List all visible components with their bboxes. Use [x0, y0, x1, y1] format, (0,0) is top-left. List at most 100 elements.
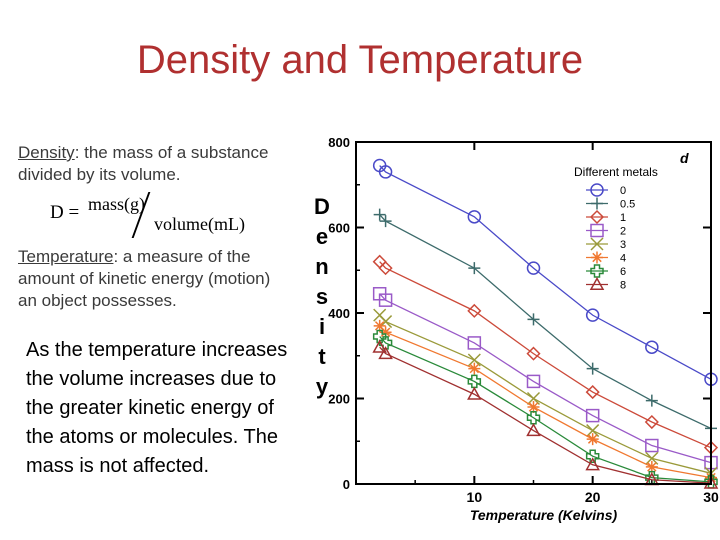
legend-marker	[590, 237, 604, 251]
x-tick-label: 20	[585, 489, 601, 505]
series-line	[379, 336, 712, 483]
formula-denominator: volume(mL)	[154, 214, 245, 234]
series-4	[373, 319, 717, 484]
formula-numerator: mass(g)	[88, 194, 145, 214]
density-formula: D = mass(g) volume(mL)	[50, 192, 290, 242]
data-point	[586, 424, 600, 438]
y-tick-label: 600	[328, 221, 350, 236]
legend-label: 1	[620, 212, 626, 224]
data-point	[372, 329, 387, 344]
series-line	[379, 346, 712, 484]
data-point	[379, 326, 392, 339]
data-point	[467, 353, 481, 367]
data-point	[373, 319, 386, 332]
x-tick-label: 30	[703, 489, 719, 505]
legend-item: 8	[586, 276, 626, 292]
y-axis-label-letter: t	[318, 344, 326, 369]
data-point	[467, 374, 482, 389]
legend-item: 4	[586, 251, 626, 265]
series-2	[372, 287, 718, 470]
data-point	[527, 313, 540, 326]
data-point	[526, 261, 541, 275]
series-line	[379, 314, 712, 474]
chart-series	[372, 158, 719, 489]
data-point	[586, 433, 599, 446]
data-point	[645, 438, 659, 453]
legend-marker	[589, 276, 605, 291]
chart-legend: Different metals 0 0.51 23 46 8	[574, 165, 658, 292]
legend-title: Different metals	[574, 165, 658, 179]
y-axis-label-letter: n	[315, 254, 328, 279]
y-axis-label-letter: D	[314, 194, 330, 219]
data-point	[703, 475, 719, 489]
data-point	[645, 460, 658, 473]
legend-item: 3	[586, 237, 626, 251]
legend-item: 6	[586, 264, 626, 278]
series-6	[372, 329, 718, 489]
series-line	[379, 165, 712, 380]
x-tick-label: 10	[467, 489, 483, 505]
data-point	[378, 346, 393, 360]
data-point	[467, 210, 482, 224]
series-line	[379, 325, 712, 479]
y-axis-label-letter: s	[316, 284, 328, 309]
legend-marker	[590, 183, 604, 197]
legend-marker	[590, 264, 604, 278]
y-tick-label: 800	[328, 135, 350, 150]
data-point	[645, 451, 659, 465]
density-temperature-chart: 0 200 400 600 800 10 20 30 Different metals 0 0.5…	[314, 135, 719, 523]
series-line	[379, 261, 712, 449]
legend-marker	[591, 251, 603, 264]
series-0	[372, 158, 718, 387]
series-0.5	[373, 208, 717, 435]
data-point	[526, 346, 541, 361]
density-definition: Density: the mass of a substance divided…	[18, 142, 318, 186]
data-point	[585, 408, 600, 423]
data-point	[526, 423, 541, 437]
data-point	[645, 394, 658, 407]
temperature-effect-note: As the temperature increases the volume …	[26, 339, 288, 477]
data-point	[645, 340, 659, 354]
density-definition-text: : the mass of a substance divided by its…	[18, 143, 269, 184]
legend-item: 1	[586, 209, 626, 225]
y-axis-label: Density	[314, 194, 330, 399]
data-point	[378, 293, 393, 307]
data-point	[527, 401, 540, 414]
legend-marker	[591, 197, 603, 210]
data-point	[644, 414, 659, 430]
y-axis-label-letter: i	[319, 314, 325, 339]
legend-label: 8	[620, 280, 626, 292]
data-point	[586, 362, 599, 375]
y-tick-label: 200	[328, 392, 350, 407]
data-point	[585, 385, 600, 400]
legend-label: 2	[620, 226, 626, 238]
legend-label: 4	[620, 253, 626, 265]
panel-label: d	[680, 150, 689, 166]
legend-label: 3	[620, 239, 626, 251]
formula-lhs: D =	[50, 202, 80, 223]
temperature-term: Temperature	[18, 247, 114, 266]
legend-label: 6	[620, 266, 626, 278]
y-tick-label: 0	[343, 477, 350, 492]
data-point	[467, 303, 482, 318]
legend-label: 0	[620, 185, 626, 197]
data-point	[378, 261, 393, 276]
data-point	[379, 215, 392, 228]
data-point	[468, 362, 481, 375]
legend-item: 2	[586, 223, 626, 238]
density-term: Density	[18, 143, 75, 162]
data-point	[467, 336, 482, 350]
y-tick-label: 400	[328, 306, 350, 321]
legend-marker	[589, 209, 605, 225]
data-point	[468, 262, 481, 275]
y-axis-label-letter: y	[316, 374, 329, 399]
series-3	[373, 308, 718, 480]
temperature-definition-text: : a measure of the amount of kinetic ene…	[18, 247, 271, 310]
data-point	[467, 386, 482, 400]
legend-label: 0.5	[620, 199, 635, 211]
plot-frame	[355, 141, 712, 485]
legend-marker	[590, 223, 604, 238]
data-point	[526, 410, 541, 425]
data-point	[526, 391, 541, 406]
legend-item: 0	[586, 183, 626, 197]
